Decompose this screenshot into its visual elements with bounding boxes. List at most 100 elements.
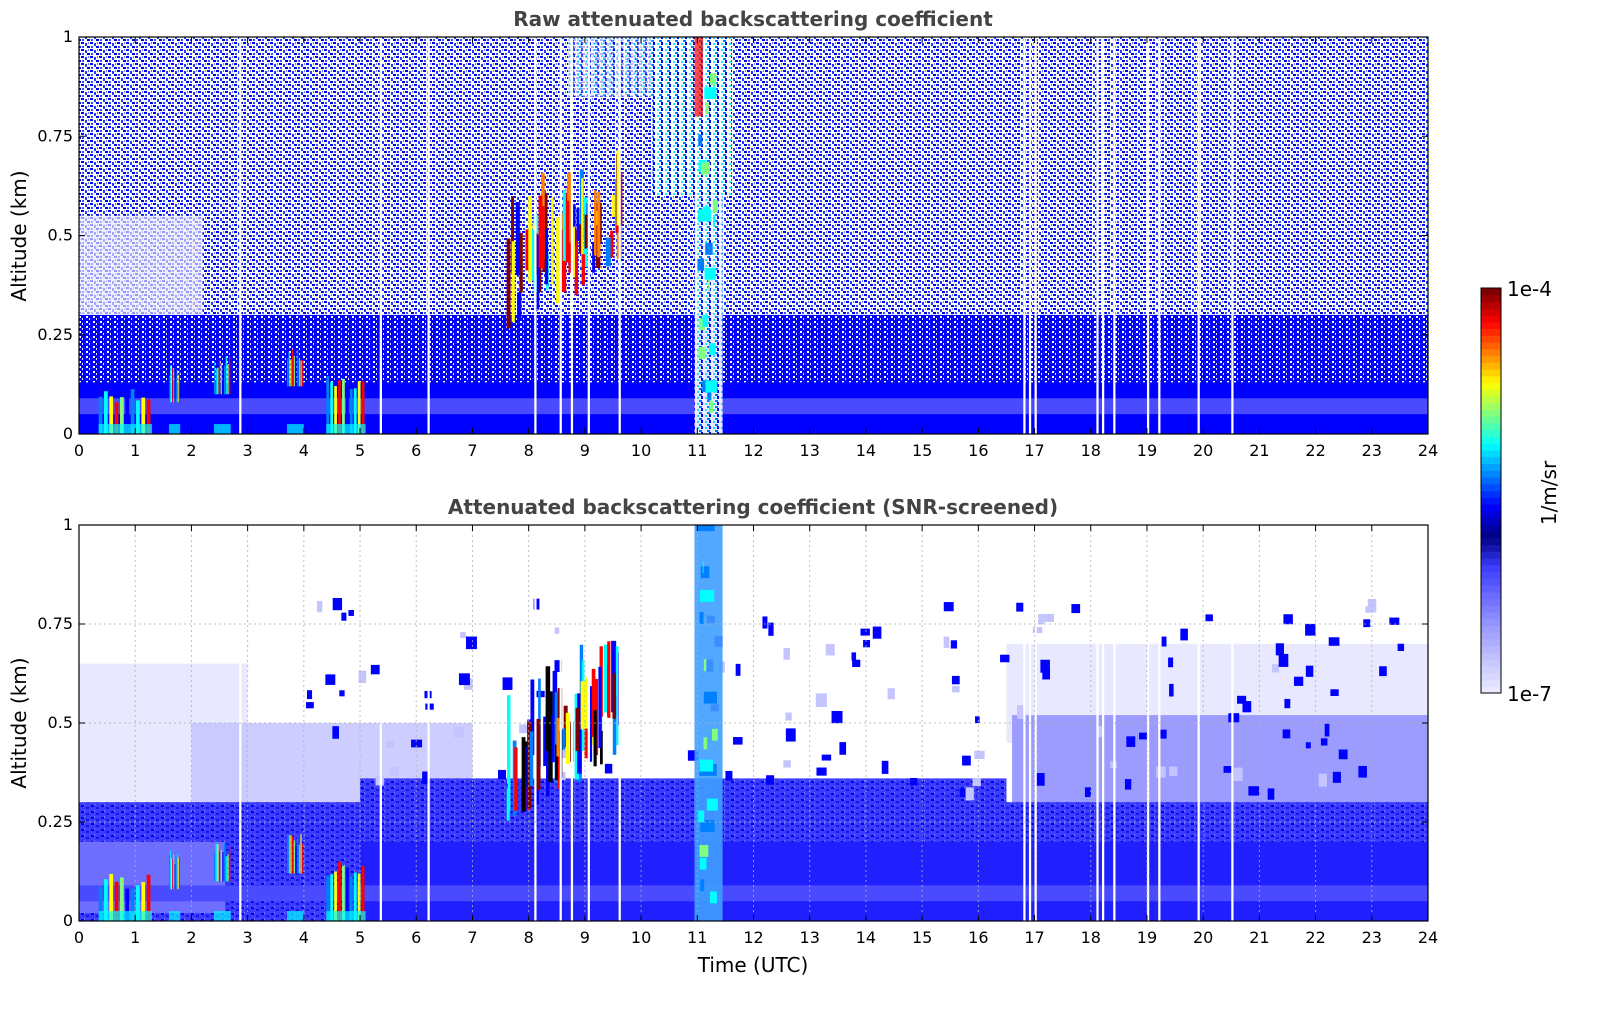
surface-feature — [168, 424, 181, 434]
aerosol-speck — [1017, 705, 1024, 719]
colorbar-swatch — [1481, 389, 1501, 397]
aerosol-speck — [325, 674, 336, 685]
aerosol-speck — [1284, 698, 1291, 709]
colorbar-swatch — [1481, 294, 1501, 303]
surface-feature — [170, 365, 171, 403]
aerosol-speck — [762, 616, 768, 629]
colorbar-swatch — [1481, 659, 1501, 667]
aerosol-speck — [1233, 767, 1243, 781]
surface-feature — [353, 872, 357, 921]
aerosol-speck — [783, 760, 791, 768]
cloud-patch — [540, 205, 545, 269]
surface-feature — [300, 360, 302, 387]
surface-feature — [326, 876, 330, 921]
surface-feature — [295, 846, 297, 874]
surface-feature — [298, 359, 300, 387]
surface-feature — [213, 361, 216, 395]
x-tick-label: 14 — [856, 928, 876, 947]
surface-feature — [130, 888, 135, 921]
colorbar-swatch — [1481, 429, 1501, 438]
colorbar-swatch — [1481, 652, 1501, 660]
surface-feature — [179, 366, 180, 403]
aerosol-speck — [785, 728, 796, 742]
data-gap — [559, 37, 562, 434]
aerosol-speck — [533, 598, 540, 610]
aerosol-speck — [341, 612, 347, 621]
surface-feature — [175, 852, 177, 890]
surface-feature — [179, 857, 180, 890]
cloud-patch — [521, 737, 526, 812]
y-axis-ticks: 0 0.25 0.5 0.75 1 — [37, 27, 1428, 443]
surface-feature — [177, 857, 179, 890]
cloud-patch — [519, 233, 523, 293]
colorbar-swatch — [1481, 288, 1501, 296]
aerosol-speck — [1139, 732, 1149, 740]
surface-feature — [104, 879, 108, 921]
x-tick-label: 0 — [74, 928, 84, 947]
surface-feature — [213, 852, 216, 882]
surface-feature — [222, 852, 224, 882]
colorbar-swatch — [1481, 335, 1501, 343]
surface-feature — [120, 877, 124, 921]
surface-feature — [220, 363, 222, 395]
aerosol-speck — [1169, 766, 1178, 776]
cloud-patch — [598, 666, 602, 749]
cloud-patch — [587, 686, 593, 762]
colorbar-swatch — [1481, 463, 1501, 471]
aerosol-speck — [389, 767, 400, 776]
y-tick-label: 0.25 — [37, 325, 73, 344]
aerosol-speck — [943, 636, 950, 649]
colorbar-swatch — [1481, 517, 1501, 525]
surface-feature — [357, 873, 361, 921]
aerosol-speck — [422, 771, 429, 785]
y-tick-label: 0.75 — [37, 126, 73, 145]
aerosol-speck — [1324, 723, 1330, 737]
colorbar-swatch — [1481, 672, 1501, 681]
aerosol-speck — [332, 597, 343, 611]
colorbar-swatch — [1481, 348, 1501, 357]
surface-feature — [172, 859, 174, 890]
colorbar-swatch — [1481, 477, 1501, 485]
y-tick-label: 0.5 — [48, 713, 73, 732]
surface-feature — [227, 854, 229, 882]
plume-cell — [709, 400, 714, 413]
colorbar-swatch — [1481, 632, 1501, 640]
aerosol-speck — [1043, 613, 1054, 622]
aerosol-speck — [1293, 676, 1304, 686]
cloud-patch — [584, 677, 589, 736]
surface-feature — [290, 359, 292, 387]
surface-feature — [130, 389, 135, 434]
cloud-patch — [555, 744, 558, 781]
aerosol-speck — [831, 710, 843, 724]
surface-feature — [326, 911, 366, 921]
plume-cell — [703, 737, 708, 750]
surface-feature — [302, 843, 304, 874]
colorbar-swatch — [1481, 423, 1501, 431]
data-gap — [1028, 37, 1032, 434]
aerosol-speck — [1223, 766, 1234, 773]
cloud-patch — [527, 721, 532, 809]
surface-feature — [290, 835, 292, 874]
plume-cell — [712, 200, 719, 213]
plume-cell — [694, 37, 703, 117]
plume-cell — [709, 891, 717, 904]
cloud-patch — [576, 207, 580, 242]
x-tick-label: 19 — [1137, 441, 1157, 460]
data-gap — [1158, 37, 1161, 434]
x-tick-label: 4 — [299, 928, 309, 947]
x-tick-label: 6 — [411, 928, 421, 947]
data-gap — [1113, 37, 1116, 434]
aerosol-band — [79, 398, 1428, 415]
aerosol-speck — [962, 755, 971, 766]
aerosol-speck — [1283, 614, 1293, 625]
x-tick-label: 16 — [968, 928, 988, 947]
surface-feature — [349, 389, 353, 434]
surface-feature — [98, 911, 153, 921]
surface-feature — [297, 349, 299, 387]
surface-feature — [361, 866, 365, 921]
aerosol-speck — [825, 643, 835, 656]
plume-cell — [697, 525, 715, 532]
aerosol-speck — [332, 726, 339, 739]
aerosol-speck — [1169, 683, 1174, 697]
cloud-patch — [610, 230, 614, 258]
